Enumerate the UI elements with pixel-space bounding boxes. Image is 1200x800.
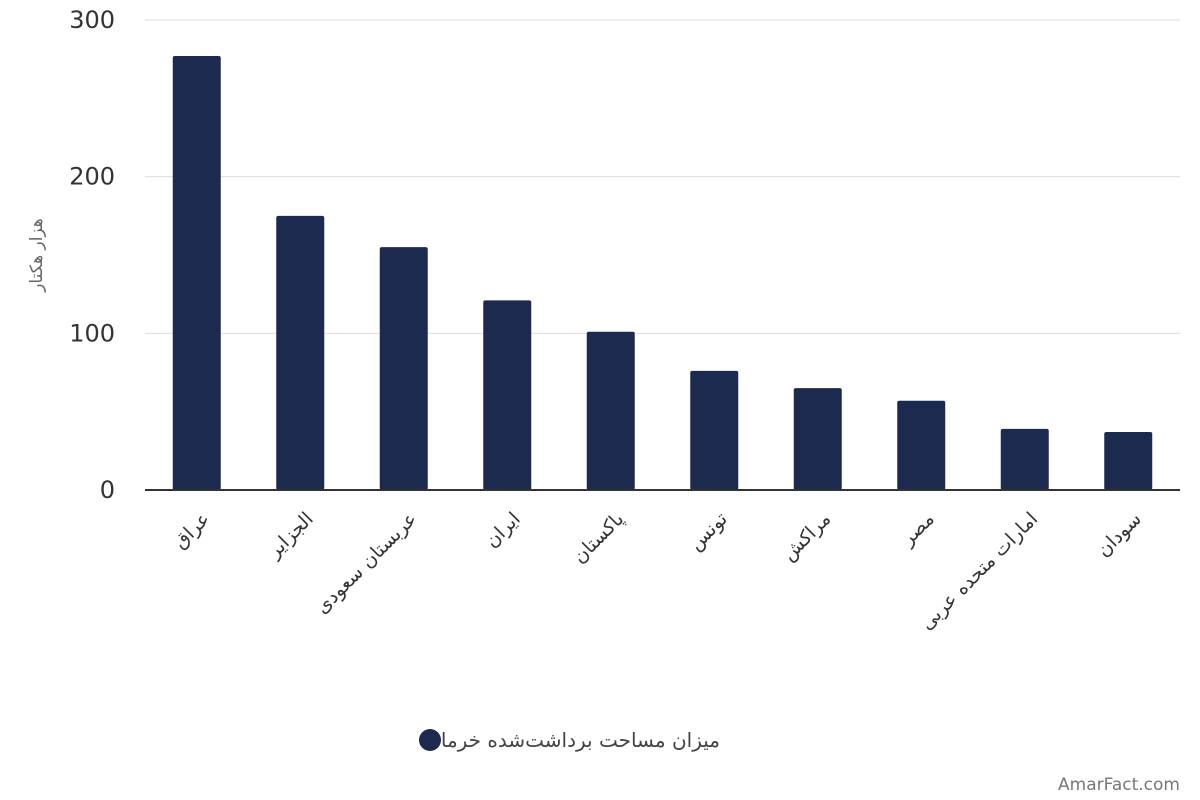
watermark: AmarFact.com [1058, 775, 1180, 795]
bar[interactable] [276, 215, 325, 491]
bar[interactable] [172, 56, 221, 491]
x-tick-label: تونس [685, 508, 732, 555]
x-tick-label: مراکش [778, 508, 835, 565]
x-tick-label: عراق [169, 508, 214, 553]
x-tick-label: مصر [896, 508, 939, 551]
y-tick-label: 0 [100, 476, 115, 504]
x-tick-label: عربستان سعودی [311, 508, 421, 618]
bar[interactable] [483, 300, 532, 490]
y-tick-label: 200 [69, 163, 115, 191]
y-axis-label: هزار هکتار [27, 218, 47, 293]
legend[interactable]: میزان مساحت برداشت‌شده خرما [419, 728, 720, 752]
bar[interactable] [1104, 432, 1153, 490]
x-tick-label: سودان [1092, 508, 1145, 561]
y-tick-label: 300 [69, 6, 115, 34]
bar[interactable] [1000, 428, 1049, 490]
bar[interactable] [897, 400, 946, 490]
y-axis-ticks: 0 100 200 300 [69, 6, 115, 504]
bars [172, 56, 1153, 491]
x-tick-label: الجزایر [263, 508, 318, 563]
x-tick-label: ایران [481, 508, 525, 552]
bar[interactable] [690, 370, 739, 490]
bar[interactable] [586, 331, 635, 490]
legend-label: میزان مساحت برداشت‌شده خرما [441, 728, 720, 752]
x-tick-label: پاکستان [568, 508, 628, 568]
legend-swatch [419, 729, 441, 751]
bar[interactable] [793, 388, 842, 490]
bar[interactable] [379, 247, 428, 490]
y-tick-label: 100 [69, 319, 115, 347]
